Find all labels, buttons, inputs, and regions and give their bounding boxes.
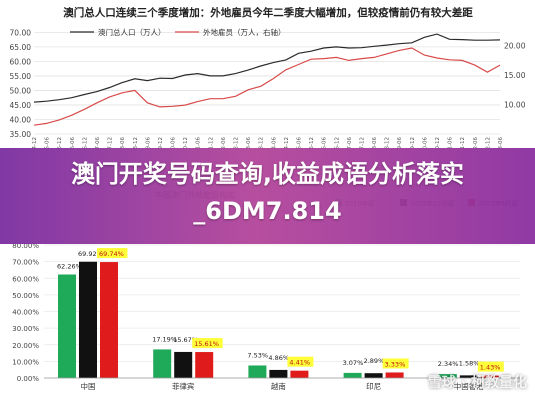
category-label: 印尼 [366,382,381,391]
y-tick-label: 50.00% [12,292,39,300]
headline-text: 澳门开奖号码查询,收益成语分析落实_6DM7.814 [70,160,465,225]
data-label-highlight [192,338,223,349]
y-left-tick-label: 50.00 [10,86,32,95]
bar [364,373,383,378]
bar [459,375,478,378]
data-label: 1.43% [480,364,501,372]
series-line-population [33,33,501,103]
data-label-highlight [287,356,314,367]
y-right-tick-label: 10.00 [504,101,526,110]
data-label: 2.34% [438,360,459,368]
y-tick-label: 80.00% [12,242,39,250]
category-label: 中国香港 [454,381,484,391]
bar [195,352,214,378]
population-line-chart: 澳门总人口连续三个季度增加：外地雇员今年二季度大幅增加，但较疫情前仍有较大差距 7… [10,6,526,160]
data-label-highlight [477,361,504,372]
data-label: 3.07% [343,359,364,367]
series-line-foreign-workers [33,47,501,126]
y-tick-label: 60.00% [12,275,39,283]
headline-banner [0,148,535,244]
y-left-tick-label: 60.00 [10,57,32,66]
y-left-tick-label: 55.00 [10,72,32,81]
y-tick-label: 20.00% [12,342,39,350]
data-label: 17.19% [152,335,177,343]
bar [385,372,404,378]
data-label: 3.33% [385,360,406,368]
y-tick-label: 10.00% [12,358,39,366]
data-label: 4.41% [289,359,310,367]
legend-label: 外地雇员（万人，右轴） [203,27,286,37]
category-label: 菲律宾 [172,381,195,391]
bar [58,274,76,378]
data-label: 62.26% [57,262,82,270]
watermark: 雪球 · 柯教量化 [427,375,527,391]
bar [480,375,499,378]
y-left-tick-label: 45.00 [10,101,32,110]
line-chart-panel: 澳门总人口连续三个季度增加：外地雇员今年二季度大幅增加，但较疫情前仍有较大差距 7… [0,0,535,160]
bar [174,351,193,378]
data-label: 15.67% [173,336,198,344]
bar [343,372,362,378]
y-tick-label: 30.00% [12,325,39,333]
data-label: 4.86% [268,354,289,362]
y-tick-label: 0.00% [17,375,40,383]
labor-composition-bar-chart: 中国澳门外地雇员构成2019年底2022年12月底2023年6月底80.00%7… [12,190,520,391]
y-right-tick-label: 20.00 [504,42,526,51]
y-left-tick-label: 65.00 [10,43,32,52]
bar [153,349,172,378]
line-chart-title: 澳门总人口连续三个季度增加：外地雇员今年二季度大幅增加，但较疫情前仍有较大差距 [63,6,473,19]
y-tick-label: 40.00% [12,309,39,317]
y-left-tick-label: 70.00 [10,28,32,37]
data-label: 1.58% [459,359,480,367]
data-label: 69.74% [99,250,124,258]
category-label: 越南 [271,381,286,391]
bar [290,370,309,378]
data-label: 69.92% [78,250,103,258]
data-label-highlight [97,248,128,259]
y-left-tick-label: 40.00 [10,115,32,124]
data-label-highlight [382,358,409,369]
legend-label: 澳门总人口（万人） [98,27,166,37]
bar [438,374,457,378]
y-right-tick-label: 15.00 [504,71,526,80]
y-left-tick-label: 35.00 [10,130,32,139]
y-tick-label: 70.00% [12,259,39,267]
data-label: 2.89% [364,357,385,365]
bar [100,262,118,378]
data-label: 7.53% [247,351,268,359]
bar [269,369,288,378]
bar [248,365,267,378]
category-label: 中国 [81,381,96,391]
bar [79,261,97,378]
data-label: 15.61% [194,340,219,348]
